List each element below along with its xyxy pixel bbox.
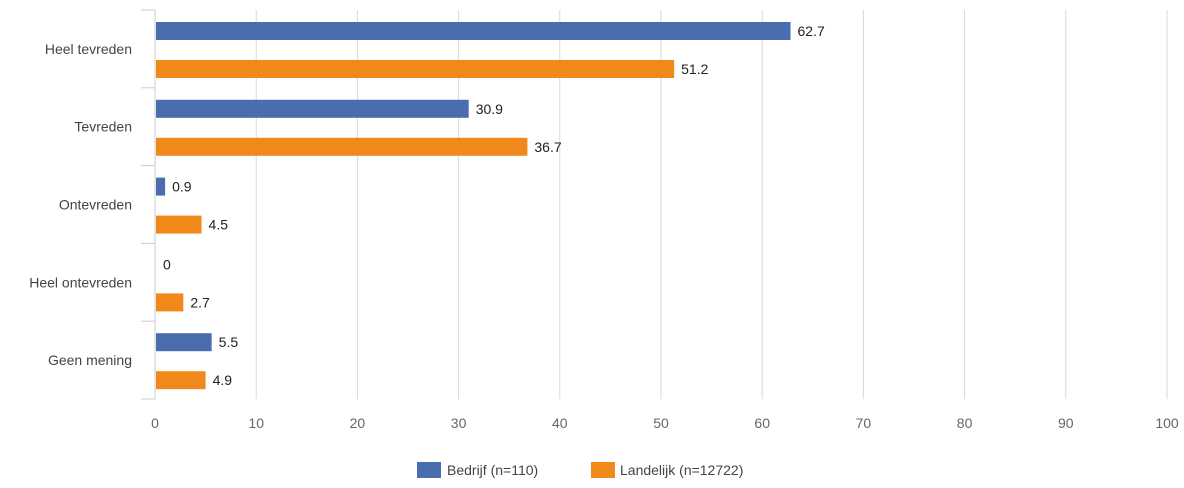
- category-labels: Heel tevreden Tevreden Ontevreden Heel onte…: [29, 41, 132, 368]
- x-tick-label: 20: [350, 415, 366, 431]
- bar: [156, 215, 202, 234]
- category-axis: [141, 9, 156, 400]
- category-label: Heel ontevreden: [29, 274, 132, 290]
- x-tick-label: 70: [856, 415, 872, 431]
- bar: [156, 137, 528, 156]
- category-label: Heel tevreden: [45, 41, 132, 57]
- legend-swatch: [591, 462, 615, 478]
- data-label: 5.5: [219, 334, 239, 350]
- legend: Bedrijf (n=110) Landelijk (n=12722): [417, 462, 743, 478]
- x-tick-label: 40: [552, 415, 568, 431]
- x-tick-label: 80: [957, 415, 973, 431]
- x-tick-label: 100: [1155, 415, 1179, 431]
- data-label: 0.9: [172, 179, 192, 195]
- bar: [156, 333, 212, 352]
- data-label: 51.2: [681, 61, 708, 77]
- category-label: Ontevreden: [59, 197, 132, 213]
- category-label: Geen mening: [48, 352, 132, 368]
- x-tick-label: 50: [653, 415, 669, 431]
- x-tick-label: 30: [451, 415, 467, 431]
- legend-label: Landelijk (n=12722): [620, 462, 743, 478]
- data-label: 4.9: [213, 372, 233, 388]
- bar: [156, 22, 791, 40]
- data-label: 30.9: [476, 101, 503, 117]
- bar: [156, 177, 166, 196]
- x-tick-label: 0: [151, 415, 159, 431]
- bar: [156, 60, 675, 78]
- bar: [156, 371, 206, 390]
- bars: 62.7 30.9 0.9 0 5.5 51.2 36.7 4.5 2.7 4.9: [156, 22, 825, 390]
- legend-swatch: [417, 462, 441, 478]
- x-tick-label: 60: [754, 415, 770, 431]
- bar: [156, 293, 184, 312]
- bar: [156, 99, 469, 118]
- data-label: 62.7: [798, 23, 825, 39]
- data-label: 2.7: [190, 294, 210, 310]
- category-label: Tevreden: [74, 119, 132, 135]
- x-tick-label: 90: [1058, 415, 1074, 431]
- data-label: 0: [163, 256, 171, 272]
- data-label: 4.5: [209, 217, 229, 233]
- legend-label: Bedrijf (n=110): [447, 462, 538, 478]
- x-tick-label: 10: [248, 415, 264, 431]
- data-label: 36.7: [534, 139, 561, 155]
- x-tick-labels: 0 10 20 30 40 50 60 70 80 90 100: [151, 415, 1179, 431]
